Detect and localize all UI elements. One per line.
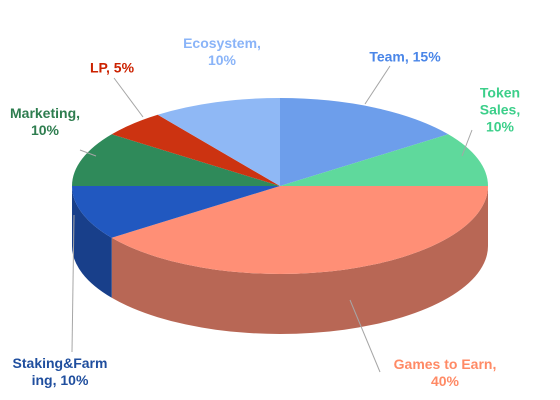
leader-line [113, 77, 144, 118]
leader-line [349, 299, 381, 373]
data-label: Ecosystem, 10% [183, 35, 261, 68]
data-label: Staking&Farm ing, 10% [12, 355, 108, 388]
leader-line [71, 214, 75, 353]
slice [111, 186, 489, 275]
slice-side [72, 186, 112, 298]
slice-side [111, 186, 489, 334]
leader-line [461, 129, 473, 157]
slice [72, 186, 280, 238]
leader-line [364, 65, 391, 105]
slice [280, 134, 488, 186]
data-label: LP, 5% [89, 59, 135, 76]
slice [280, 98, 449, 186]
data-label: Marketing, 10% [9, 105, 81, 138]
slice [157, 98, 280, 186]
data-label: Team, 15% [369, 48, 441, 65]
slice [111, 114, 281, 186]
data-label: Token Sales, 10% [479, 84, 521, 135]
slice [72, 134, 280, 186]
data-label: Games to Earn, 40% [393, 356, 497, 389]
leader-line [79, 149, 97, 157]
